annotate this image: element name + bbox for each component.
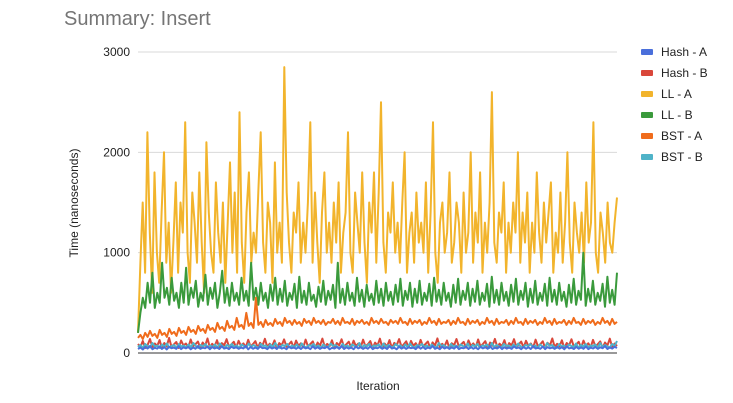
y-axis-title: Time (nanoseconds): [67, 149, 81, 258]
legend-label: LL - A: [661, 87, 692, 101]
legend-swatch: [641, 49, 653, 55]
legend-item[interactable]: Hash - A: [641, 45, 707, 59]
y-tick-label: 0: [123, 346, 130, 360]
y-tick-label: 1000: [103, 246, 130, 260]
legend-swatch: [641, 70, 653, 76]
series-line-ll-b: [137, 251, 618, 334]
legend-swatch: [641, 91, 653, 97]
series-line-ll-a: [137, 66, 618, 333]
y-tick-label: 2000: [103, 145, 130, 159]
series-line-hash-a: [137, 345, 618, 351]
legend-label: BST - A: [661, 129, 702, 143]
legend-swatch: [641, 154, 653, 160]
legend-swatch: [641, 112, 653, 118]
legend: Hash - A Hash - B LL - A LL - B BST - A BST -…: [641, 45, 708, 164]
legend-label: Hash - A: [661, 45, 707, 59]
y-tick-label: 3000: [103, 45, 130, 59]
legend-item[interactable]: BST - B: [641, 150, 703, 164]
legend-label: BST - B: [661, 150, 703, 164]
legend-item[interactable]: BST - A: [641, 129, 702, 143]
chart-title: Summary: Insert: [64, 8, 211, 30]
legend-item[interactable]: LL - A: [641, 87, 692, 101]
legend-item[interactable]: LL - B: [641, 108, 693, 122]
series-lines: [137, 66, 618, 351]
legend-swatch: [641, 133, 653, 139]
series-line-bst-a: [137, 296, 618, 340]
y-axis-tick-labels: 0 1000 2000 3000: [103, 45, 130, 360]
x-axis-title: Iteration: [356, 379, 399, 393]
legend-item[interactable]: Hash - B: [641, 66, 708, 80]
legend-label: Hash - B: [661, 66, 708, 80]
legend-label: LL - B: [661, 108, 693, 122]
